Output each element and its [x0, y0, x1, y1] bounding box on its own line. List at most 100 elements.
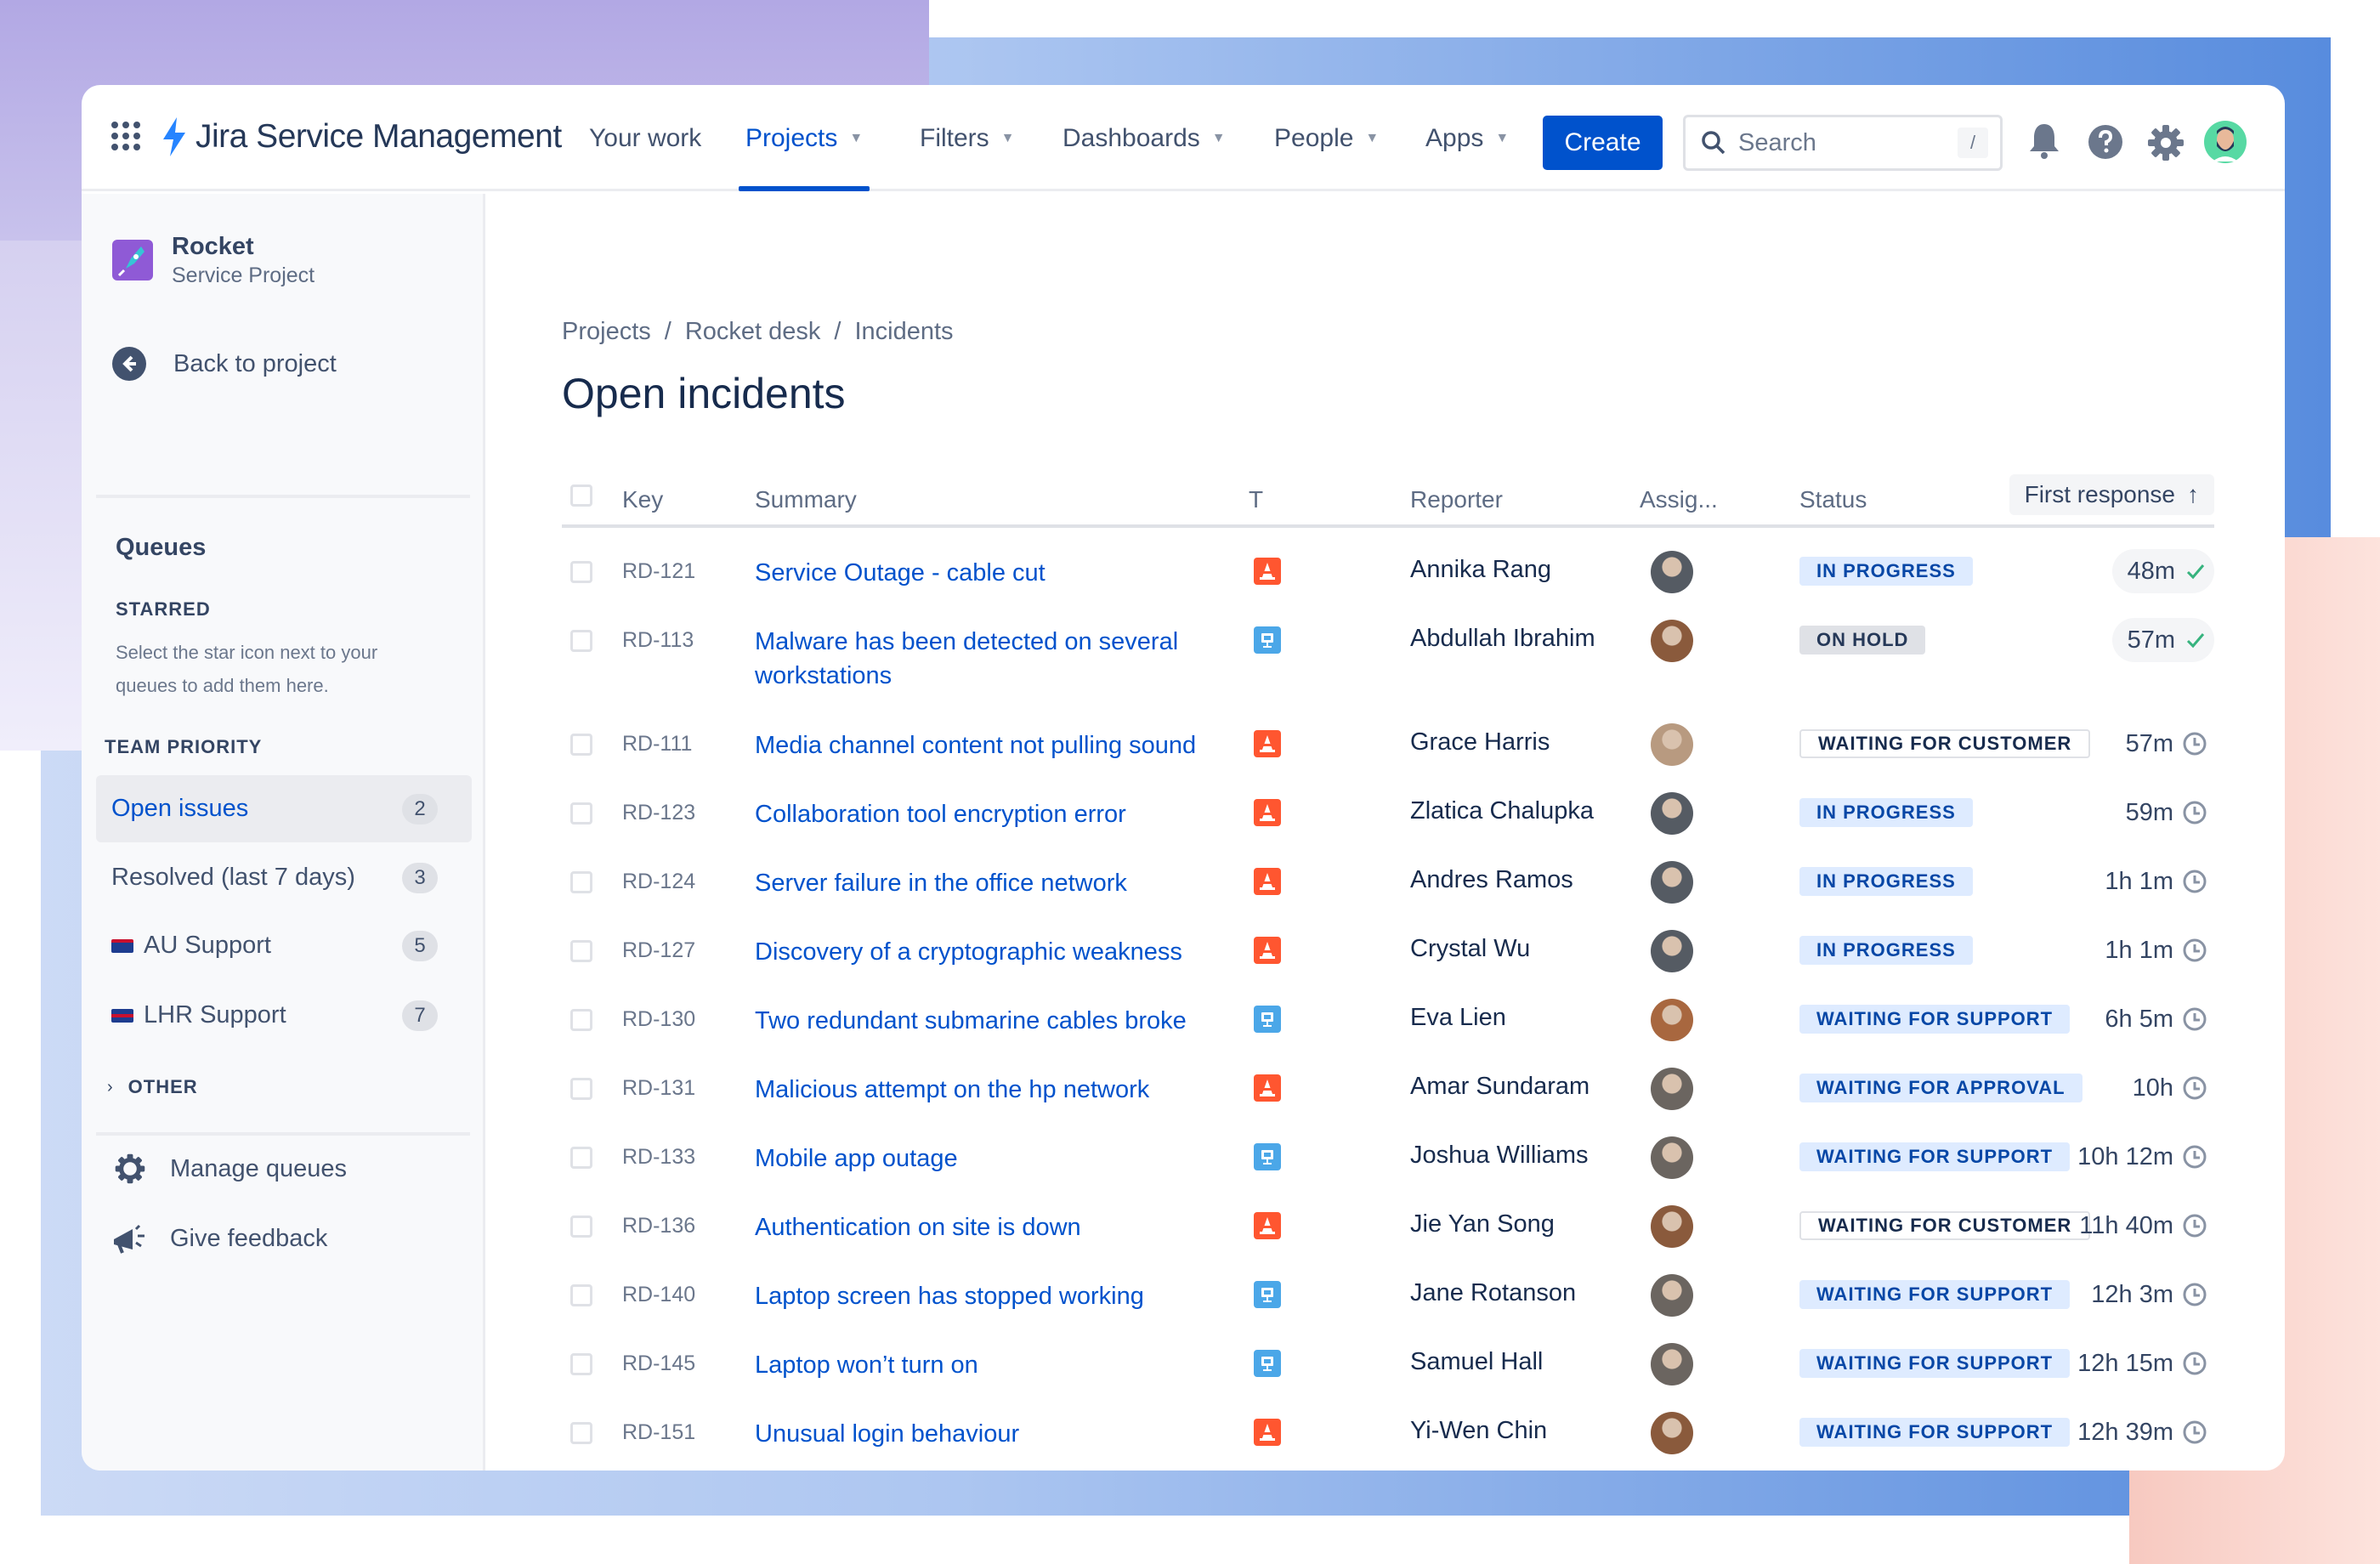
assignee-avatar[interactable] — [1651, 861, 1693, 904]
nav-filters[interactable]: Filters ▼ — [920, 85, 1015, 191]
nav-dashboards[interactable]: Dashboards ▼ — [1062, 85, 1226, 191]
app-switcher-icon[interactable] — [110, 121, 141, 151]
row-checkbox[interactable] — [570, 734, 592, 756]
issue-key[interactable]: RD-124 — [622, 870, 696, 893]
row-checkbox[interactable] — [570, 802, 592, 824]
first-response-time: 1h 1m — [2089, 928, 2214, 972]
row-checkbox[interactable] — [570, 1284, 592, 1306]
table-row[interactable]: RD-151 Unusual login behaviour Yi-Wen Chin… — [562, 1398, 2214, 1467]
row-checkbox[interactable] — [570, 1216, 592, 1238]
issue-summary-link[interactable]: Service Outage - cable cut — [755, 559, 1046, 586]
column-first-response[interactable]: First response ↑ — [2009, 474, 2214, 515]
column-status[interactable]: Status — [1799, 486, 1867, 513]
issue-key[interactable]: RD-131 — [622, 1076, 696, 1100]
table-row[interactable]: RD-145 Laptop won’t turn on Samuel Hall WAI… — [562, 1329, 2214, 1398]
other-section-toggle[interactable]: › OTHER — [107, 1076, 198, 1098]
give-feedback-link[interactable]: Give feedback — [112, 1222, 327, 1255]
row-checkbox[interactable] — [570, 871, 592, 893]
assignee-avatar[interactable] — [1651, 1274, 1693, 1317]
nav-apps[interactable]: Apps ▼ — [1425, 85, 1509, 191]
queue-lhr-support[interactable]: LHR Support 7 — [96, 982, 472, 1049]
assignee-avatar[interactable] — [1651, 1068, 1693, 1110]
breadcrumb-incidents[interactable]: Incidents — [854, 318, 954, 345]
table-row[interactable]: RD-133 Mobile app outage Joshua Williams WA… — [562, 1123, 2214, 1192]
help-icon[interactable] — [2088, 124, 2123, 160]
queue-resolved-last-7-days[interactable]: Resolved (last 7 days) 3 — [96, 844, 472, 911]
issue-key[interactable]: RD-140 — [622, 1283, 696, 1306]
nav-people[interactable]: People ▼ — [1274, 85, 1379, 191]
row-checkbox[interactable] — [570, 1078, 592, 1100]
table-row[interactable]: RD-113 Malware has been detected on sever… — [562, 606, 2214, 710]
nav-your-work[interactable]: Your work — [589, 85, 701, 191]
table-row[interactable]: RD-111 Media channel content not pulling … — [562, 710, 2214, 779]
select-all-checkbox[interactable] — [570, 484, 592, 507]
status-badge: WAITING FOR SUPPORT — [1799, 1349, 2071, 1378]
issue-key[interactable]: RD-121 — [622, 559, 696, 583]
issue-summary-link[interactable]: Unusual login behaviour — [755, 1420, 1020, 1448]
breadcrumb-projects[interactable]: Projects — [562, 318, 651, 345]
issue-summary-link[interactable]: Laptop won’t turn on — [755, 1352, 978, 1379]
assignee-avatar[interactable] — [1651, 620, 1693, 662]
assignee-avatar[interactable] — [1651, 1205, 1693, 1248]
issue-summary-link[interactable]: Laptop screen has stopped working — [755, 1283, 1144, 1310]
row-checkbox[interactable] — [570, 561, 592, 583]
assignee-avatar[interactable] — [1651, 1412, 1693, 1454]
issue-key[interactable]: RD-113 — [622, 628, 694, 652]
row-checkbox[interactable] — [570, 1422, 592, 1444]
issue-key[interactable]: RD-133 — [622, 1145, 696, 1169]
table-row[interactable]: RD-121 Service Outage - cable cut Annika R… — [562, 537, 2214, 606]
issue-key[interactable]: RD-136 — [622, 1214, 696, 1238]
row-checkbox[interactable] — [570, 630, 592, 652]
search-input[interactable]: Search / — [1683, 115, 2003, 171]
issue-key[interactable]: RD-123 — [622, 801, 696, 824]
settings-icon[interactable] — [2147, 124, 2184, 162]
assignee-avatar[interactable] — [1651, 1343, 1693, 1386]
table-row[interactable]: RD-131 Malicious attempt on the hp networ… — [562, 1054, 2214, 1123]
manage-queues-link[interactable]: Manage queues — [114, 1153, 347, 1185]
nav-projects[interactable]: Projects ▼ — [738, 85, 870, 191]
notifications-icon[interactable] — [2028, 122, 2060, 160]
assignee-avatar[interactable] — [1651, 1136, 1693, 1179]
issue-key[interactable]: RD-127 — [622, 938, 696, 962]
issue-summary-link[interactable]: Malicious attempt on the hp network — [755, 1076, 1150, 1103]
table-row[interactable]: RD-136 Authentication on site is down Jie … — [562, 1192, 2214, 1261]
assignee-avatar[interactable] — [1651, 792, 1693, 835]
issue-summary-link[interactable]: Server failure in the office network — [755, 870, 1127, 897]
issue-summary-link[interactable]: Two redundant submarine cables broke — [755, 1007, 1187, 1034]
queue-au-support[interactable]: AU Support 5 — [96, 912, 472, 979]
table-row[interactable]: RD-124 Server failure in the office netwo… — [562, 847, 2214, 916]
back-to-project-link[interactable]: Back to project — [112, 347, 337, 381]
table-row[interactable]: RD-123 Collaboration tool encryption erro… — [562, 779, 2214, 847]
assignee-avatar[interactable] — [1651, 551, 1693, 593]
issue-summary-link[interactable]: Collaboration tool encryption error — [755, 801, 1126, 828]
row-checkbox[interactable] — [570, 1147, 592, 1169]
table-row[interactable]: RD-140 Laptop screen has stopped working J… — [562, 1261, 2214, 1329]
row-checkbox[interactable] — [570, 1353, 592, 1375]
issue-key[interactable]: RD-130 — [622, 1007, 696, 1031]
table-row[interactable]: RD-127 Discovery of a cryptographic weakn… — [562, 916, 2214, 985]
column-assignee[interactable]: Assig... — [1640, 486, 1718, 513]
issue-summary-link[interactable]: Malware has been detected on several wor… — [755, 628, 1179, 689]
queue-open-issues[interactable]: Open issues 2 — [96, 775, 472, 842]
issue-key[interactable]: RD-111 — [622, 732, 693, 756]
issue-summary-link[interactable]: Media channel content not pulling sound — [755, 732, 1197, 759]
issue-key[interactable]: RD-151 — [622, 1420, 696, 1444]
breadcrumb-rocket-desk[interactable]: Rocket desk — [684, 318, 821, 345]
row-checkbox[interactable] — [570, 940, 592, 962]
column-summary[interactable]: Summary — [755, 486, 857, 513]
row-checkbox[interactable] — [570, 1009, 592, 1031]
create-button[interactable]: Create — [1543, 116, 1663, 170]
column-type[interactable]: T — [1249, 486, 1264, 513]
assignee-avatar[interactable] — [1651, 999, 1693, 1041]
user-avatar[interactable] — [2204, 121, 2247, 163]
table-row[interactable]: RD-130 Two redundant submarine cables bro… — [562, 985, 2214, 1054]
assignee-avatar[interactable] — [1651, 930, 1693, 972]
column-key[interactable]: Key — [622, 486, 664, 513]
product-logo[interactable]: Jira Service Management — [162, 117, 562, 156]
issue-summary-link[interactable]: Discovery of a cryptographic weakness — [755, 938, 1182, 966]
issue-key[interactable]: RD-145 — [622, 1352, 696, 1375]
assignee-avatar[interactable] — [1651, 723, 1693, 766]
issue-summary-link[interactable]: Mobile app outage — [755, 1145, 958, 1172]
column-reporter[interactable]: Reporter — [1410, 486, 1503, 513]
issue-summary-link[interactable]: Authentication on site is down — [755, 1214, 1081, 1241]
